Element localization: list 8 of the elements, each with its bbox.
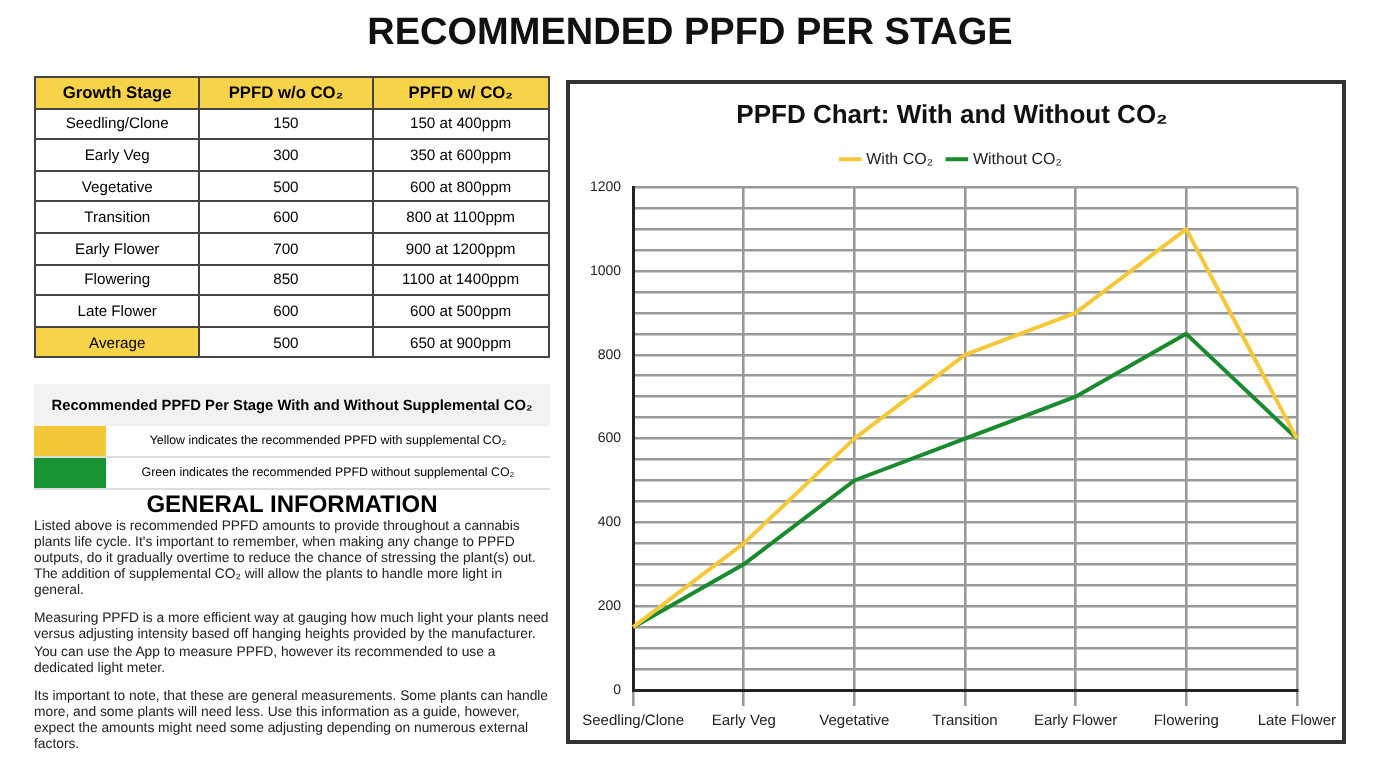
text: PPFD w/o CO₂ xyxy=(199,77,373,109)
legend-label: With CO₂ xyxy=(866,149,933,168)
text: RECOMMENDED PPFD PER STAGE xyxy=(365,12,1015,56)
text: GENERAL INFORMATION xyxy=(144,490,440,518)
text: PPFD w/ CO₂ xyxy=(372,77,549,109)
legend-label: Without CO₂ xyxy=(972,149,1062,168)
chart-title: PPFD Chart: With and Without CO₂ xyxy=(736,98,1169,129)
text: Growth Stage xyxy=(35,77,200,109)
